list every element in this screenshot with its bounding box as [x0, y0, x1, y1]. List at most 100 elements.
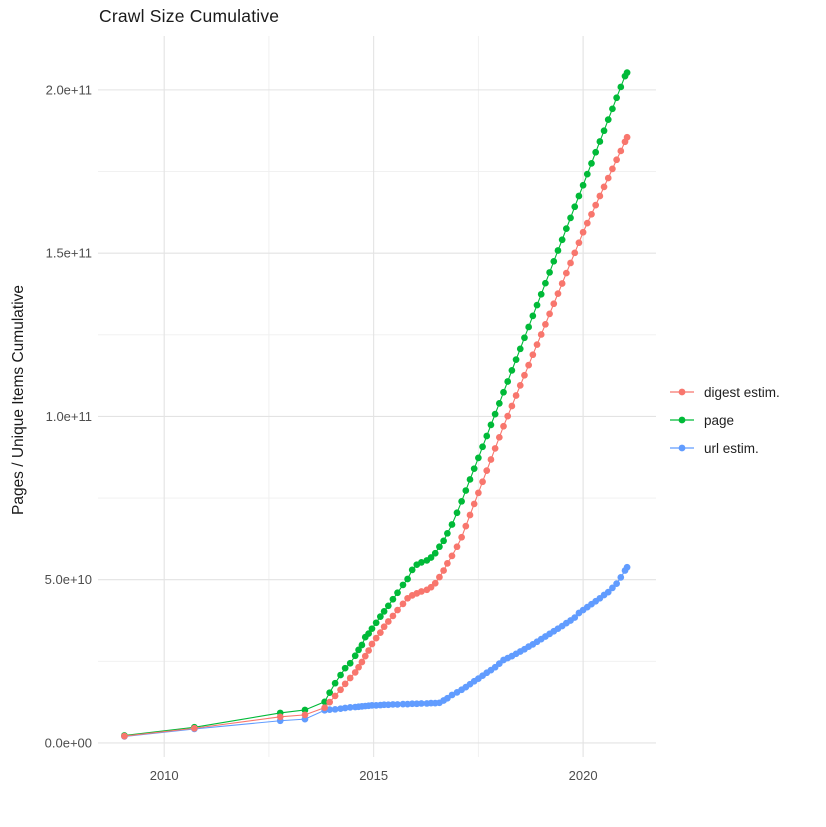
data-point	[380, 623, 388, 631]
series-url-estim	[121, 563, 631, 740]
data-point	[121, 732, 128, 740]
data-point	[554, 290, 562, 297]
data-point	[404, 575, 411, 583]
data-point	[448, 552, 456, 560]
data-point	[365, 630, 372, 637]
data-point	[427, 554, 435, 561]
data-point	[604, 174, 612, 182]
series-line	[124, 566, 628, 737]
data-point	[372, 634, 380, 642]
data-point	[609, 165, 616, 173]
data-point	[613, 94, 620, 102]
data-point	[418, 559, 425, 566]
data-point	[516, 382, 524, 389]
data-point	[466, 476, 474, 483]
data-point	[191, 724, 198, 732]
data-point	[491, 445, 499, 452]
data-point	[533, 301, 541, 309]
data-point	[604, 116, 612, 123]
x-tick-label: 2010	[150, 768, 179, 783]
data-point	[331, 692, 339, 700]
data-point	[483, 432, 491, 440]
series-line	[124, 136, 628, 737]
data-point	[579, 228, 587, 236]
legend: digest estim. page url estim.	[669, 383, 780, 457]
chart-title: Crawl Size Cumulative	[99, 6, 280, 26]
data-point	[579, 181, 587, 189]
data-point	[508, 367, 516, 374]
data-point	[588, 210, 595, 218]
data-point	[571, 249, 579, 257]
data-point	[542, 320, 549, 328]
data-point	[361, 652, 369, 660]
data-point	[394, 589, 401, 597]
legend-key-icon	[670, 416, 694, 424]
data-point	[495, 400, 503, 407]
data-point	[368, 625, 376, 633]
data-point	[462, 487, 470, 494]
data-point	[617, 574, 625, 581]
data-point	[521, 334, 528, 342]
data-point	[453, 543, 461, 551]
data-point	[563, 269, 570, 277]
data-point	[321, 704, 328, 712]
data-point	[351, 669, 359, 676]
data-point	[596, 192, 604, 200]
legend-item-page: page	[669, 411, 780, 429]
data-point	[331, 679, 339, 687]
data-point	[512, 356, 520, 363]
data-point	[301, 711, 309, 719]
data-point	[600, 183, 608, 191]
data-point	[583, 170, 591, 178]
data-point	[418, 588, 425, 595]
data-point	[563, 225, 570, 233]
data-point	[583, 219, 591, 227]
data-point	[448, 691, 456, 699]
data-point	[546, 310, 553, 318]
series-page	[121, 69, 631, 739]
data-point	[408, 566, 416, 574]
data-point	[380, 608, 388, 615]
data-point	[475, 489, 482, 497]
data-point	[389, 612, 397, 620]
data-point	[512, 392, 520, 399]
data-point	[596, 138, 604, 145]
data-point	[546, 269, 553, 276]
data-point	[600, 127, 608, 135]
data-point	[440, 567, 447, 574]
data-point	[500, 422, 507, 430]
data-point	[617, 83, 625, 91]
legend-item-label: url estim.	[704, 440, 759, 456]
legend-item-url-estim: url estim.	[669, 439, 780, 457]
data-point	[444, 529, 451, 537]
data-point	[623, 133, 631, 141]
data-point	[533, 341, 541, 348]
data-point	[479, 443, 486, 451]
data-point	[613, 580, 620, 587]
data-point	[346, 704, 354, 711]
data-point	[358, 658, 366, 666]
data-point	[377, 629, 384, 636]
data-point	[418, 700, 425, 707]
data-point	[466, 511, 474, 519]
data-point	[617, 147, 625, 155]
data-point	[431, 549, 439, 557]
data-point	[399, 600, 407, 608]
y-tick-label: 0.0e+00	[45, 735, 92, 750]
data-point	[384, 602, 392, 610]
y-tick-label: 5.0e+10	[45, 572, 92, 587]
data-point	[571, 614, 579, 621]
data-point	[365, 647, 372, 654]
gridlines-major	[98, 36, 656, 757]
data-point	[444, 560, 451, 567]
axis-tick-labels: 0.0e+00 5.0e+10 1.0e+11 1.5e+11 2.0e+11 2010 2…	[45, 82, 598, 783]
data-point	[337, 671, 344, 679]
data-point	[588, 160, 595, 167]
data-point	[326, 706, 334, 714]
data-point	[479, 478, 486, 486]
data-point	[613, 156, 620, 164]
data-point	[491, 410, 499, 418]
data-point	[575, 192, 583, 200]
data-point	[337, 686, 344, 694]
